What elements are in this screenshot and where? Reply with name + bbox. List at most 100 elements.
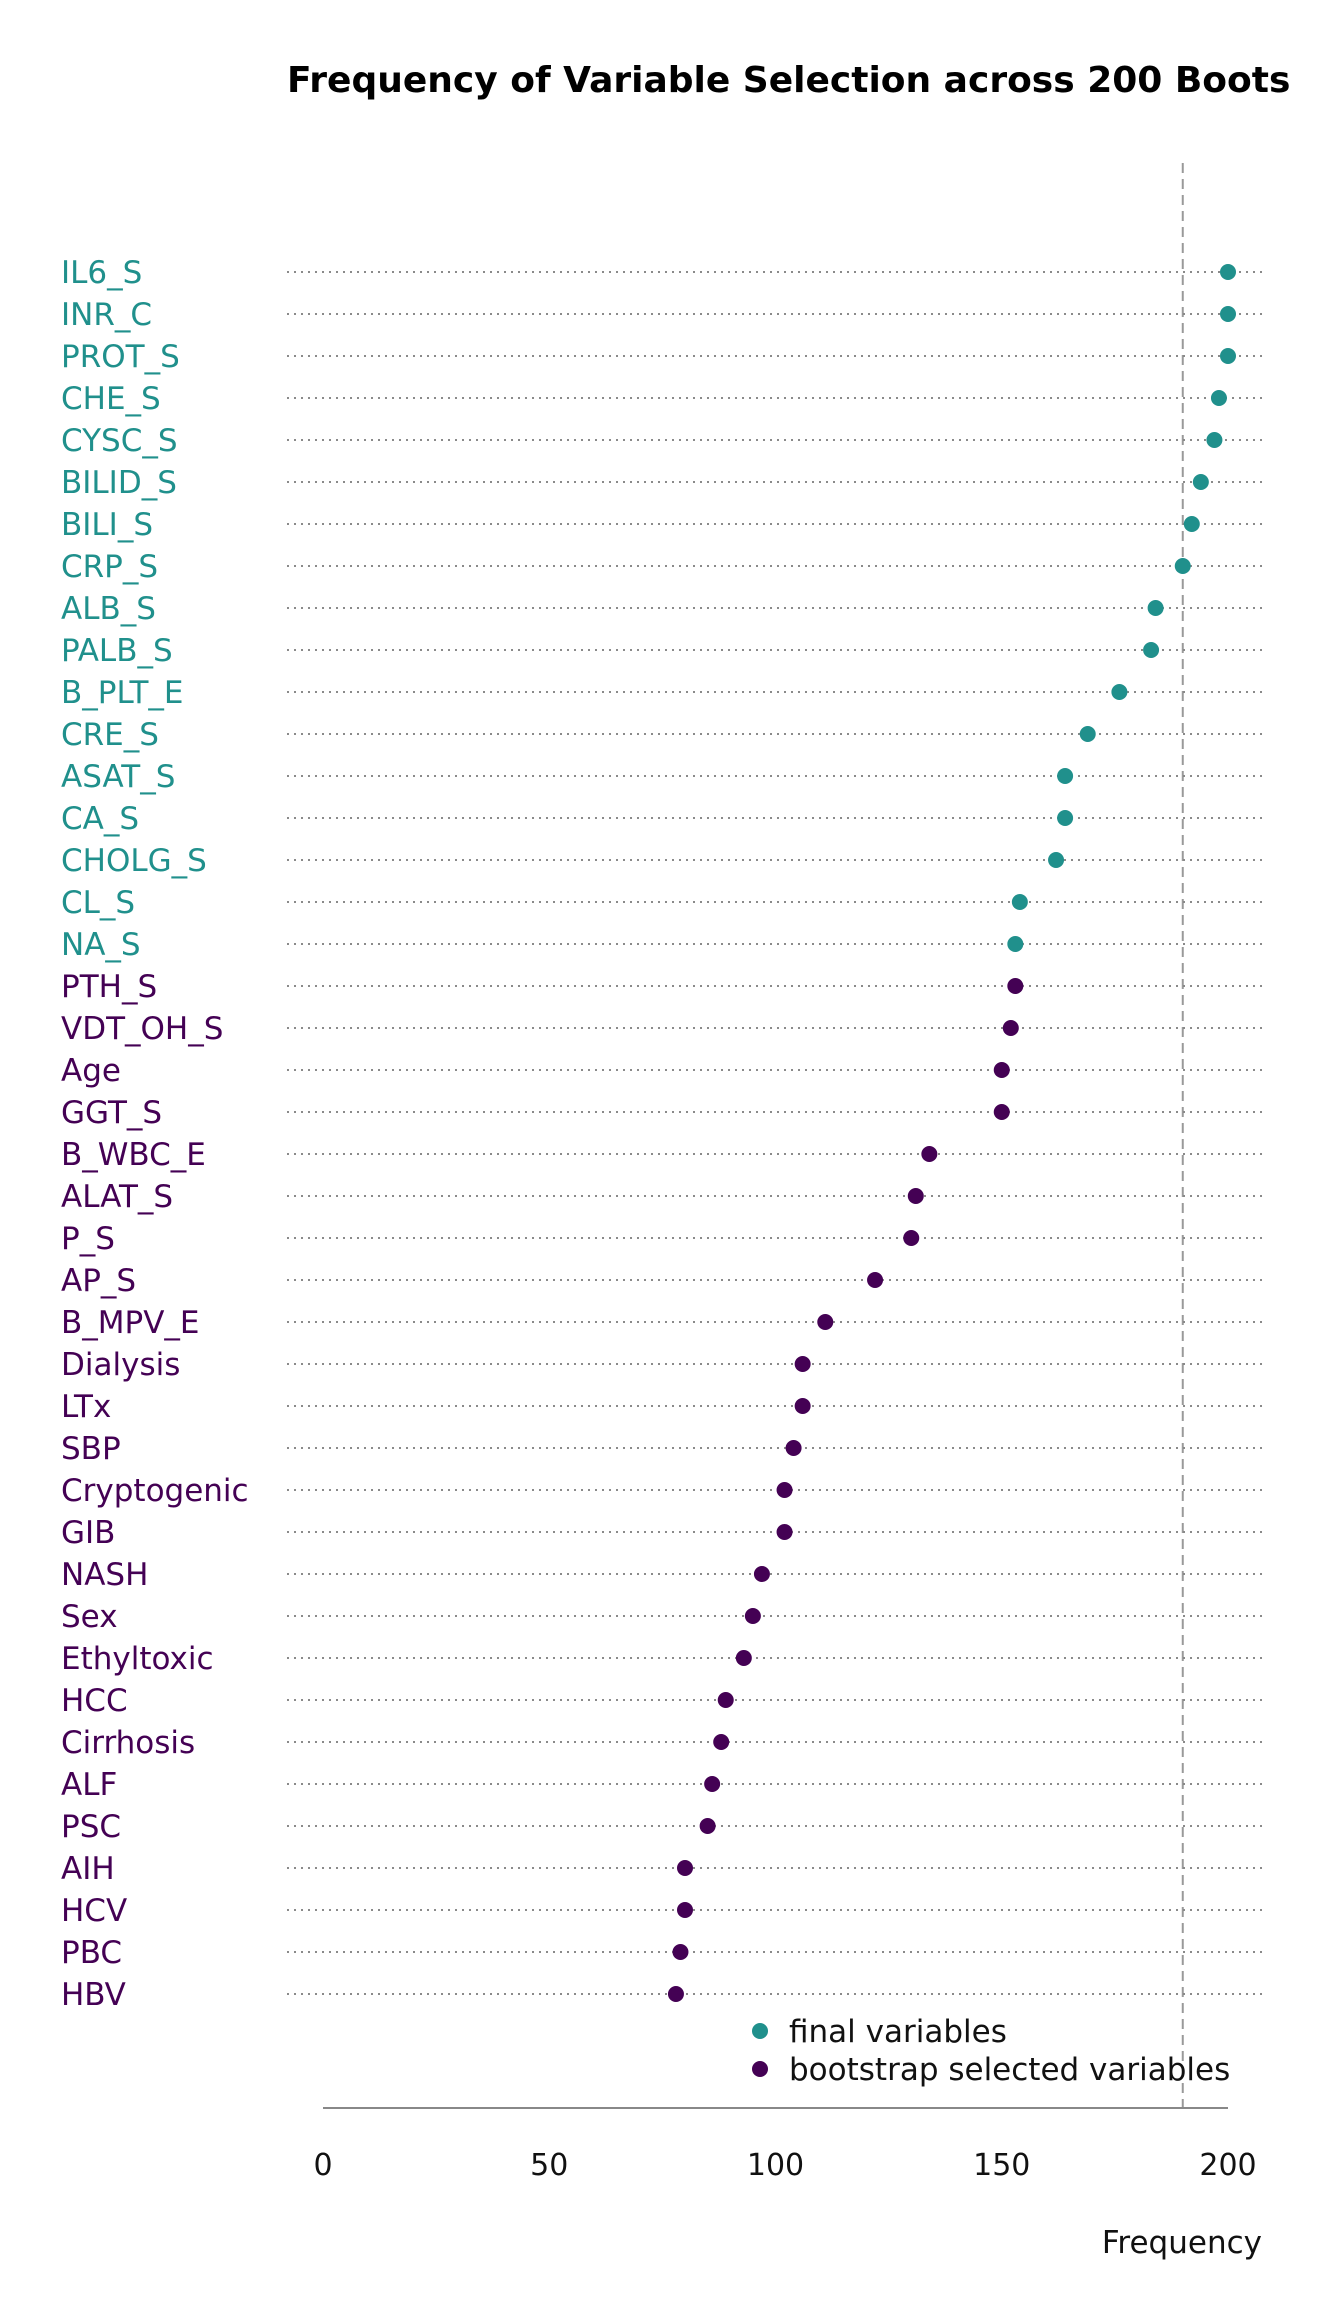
data-point <box>1143 642 1160 658</box>
data-point <box>667 1986 684 2002</box>
data-point <box>1210 390 1227 406</box>
x-tick-label: 50 <box>530 2148 568 2183</box>
variable-label: NASH <box>61 1557 148 1593</box>
data-point <box>903 1230 920 1246</box>
data-point <box>1192 474 1209 490</box>
data-point <box>921 1146 938 1162</box>
variable-label: AIH <box>61 1851 115 1887</box>
data-point <box>993 1062 1010 1078</box>
variable-label: B_PLT_E <box>61 675 184 711</box>
data-point <box>794 1356 811 1372</box>
legend-label: bootstrap selected variables <box>789 2052 1230 2088</box>
variable-rows: IL6_S INR_C PROT_S CHE_S CYSC_S BILID_S BILI_S… <box>61 163 1262 2108</box>
variable-label: B_WBC_E <box>61 1137 206 1173</box>
variable-label: GIB <box>61 1515 115 1551</box>
data-point <box>1111 684 1128 700</box>
x-tick-label: 150 <box>973 2148 1030 2183</box>
variable-label: PBC <box>61 1935 122 1971</box>
data-point <box>1007 978 1024 994</box>
data-point <box>907 1188 924 1204</box>
variable-label: NA_S <box>61 927 141 963</box>
data-point <box>1011 894 1028 910</box>
legend-marker <box>752 2023 768 2039</box>
variable-label: BILI_S <box>61 507 153 543</box>
data-point <box>776 1524 793 1540</box>
data-point <box>1220 306 1236 322</box>
data-points <box>667 264 1236 2002</box>
variable-label: CHOLG_S <box>61 843 207 879</box>
data-point <box>1007 936 1024 952</box>
variable-label: Sex <box>61 1599 118 1635</box>
variable-label: ALB_S <box>61 591 156 627</box>
variable-label: CRP_S <box>61 549 158 585</box>
legend-marker <box>752 2061 768 2077</box>
data-point <box>776 1482 793 1498</box>
variable-label: HCC <box>61 1683 128 1719</box>
variable-label: P_S <box>61 1221 115 1257</box>
variable-label: Cirrhosis <box>61 1725 195 1761</box>
data-point <box>993 1104 1010 1120</box>
variable-label: CHE_S <box>61 381 161 417</box>
variable-label: LTx <box>61 1389 111 1425</box>
data-point <box>1174 558 1191 574</box>
x-tick-label: 0 <box>313 2148 332 2183</box>
chart-title: Frequency of Variable Selection across 2… <box>287 60 1290 101</box>
variable-label: CL_S <box>61 885 135 921</box>
data-point <box>677 1902 693 1918</box>
data-point <box>1220 348 1236 364</box>
variable-label: HCV <box>61 1893 127 1929</box>
data-point <box>704 1776 721 1792</box>
variable-label: ALAT_S <box>61 1179 173 1215</box>
variable-label: Cryptogenic <box>61 1473 249 1509</box>
data-point <box>699 1818 716 1834</box>
variable-label: PALB_S <box>61 633 173 669</box>
data-point <box>1183 516 1200 532</box>
data-point <box>817 1314 834 1330</box>
legend-label: final variables <box>789 2014 1007 2050</box>
variable-label: INR_C <box>61 297 152 333</box>
variable-label: SBP <box>61 1431 121 1467</box>
variable-label: ALF <box>61 1767 117 1803</box>
data-point <box>753 1566 770 1582</box>
data-point <box>1147 600 1164 616</box>
data-point <box>794 1398 811 1414</box>
variable-label: IL6_S <box>61 255 142 291</box>
data-point <box>785 1440 802 1456</box>
variable-label: AP_S <box>61 1263 136 1299</box>
variable-label: ASAT_S <box>61 759 175 795</box>
data-point <box>735 1650 752 1666</box>
data-point <box>672 1944 689 1960</box>
variable-label: CYSC_S <box>61 423 178 459</box>
variable-label: VDT_OH_S <box>61 1011 223 1047</box>
variable-label: Ethyltoxic <box>61 1641 214 1677</box>
x-tick-label: 100 <box>747 2148 804 2183</box>
variable-label: PSC <box>61 1809 121 1845</box>
data-point <box>1057 768 1074 784</box>
variable-label: GGT_S <box>61 1095 162 1131</box>
variable-label: CRE_S <box>61 717 159 753</box>
x-axis: 0 50 100 150 200 <box>313 2107 1257 2183</box>
variable-label: Age <box>61 1053 121 1089</box>
variable-label: BILID_S <box>61 465 177 501</box>
variable-label: HBV <box>61 1977 126 2013</box>
data-point <box>713 1734 730 1750</box>
x-axis-label: Frequency <box>1102 2225 1262 2261</box>
data-point <box>1220 264 1236 280</box>
variable-label: CA_S <box>61 801 139 837</box>
data-point <box>1048 852 1065 868</box>
data-point <box>1206 432 1223 448</box>
x-tick-label: 200 <box>1199 2148 1256 2183</box>
variable-label: B_MPV_E <box>61 1305 200 1341</box>
data-point <box>1057 810 1074 826</box>
variable-label: PTH_S <box>61 969 157 1005</box>
variable-label: Dialysis <box>61 1347 180 1383</box>
data-point <box>677 1860 693 1876</box>
data-point <box>1002 1020 1019 1036</box>
data-point <box>744 1608 761 1624</box>
data-point <box>867 1272 884 1288</box>
variable-label: PROT_S <box>61 339 180 375</box>
data-point <box>717 1692 734 1708</box>
data-point <box>1079 726 1096 742</box>
